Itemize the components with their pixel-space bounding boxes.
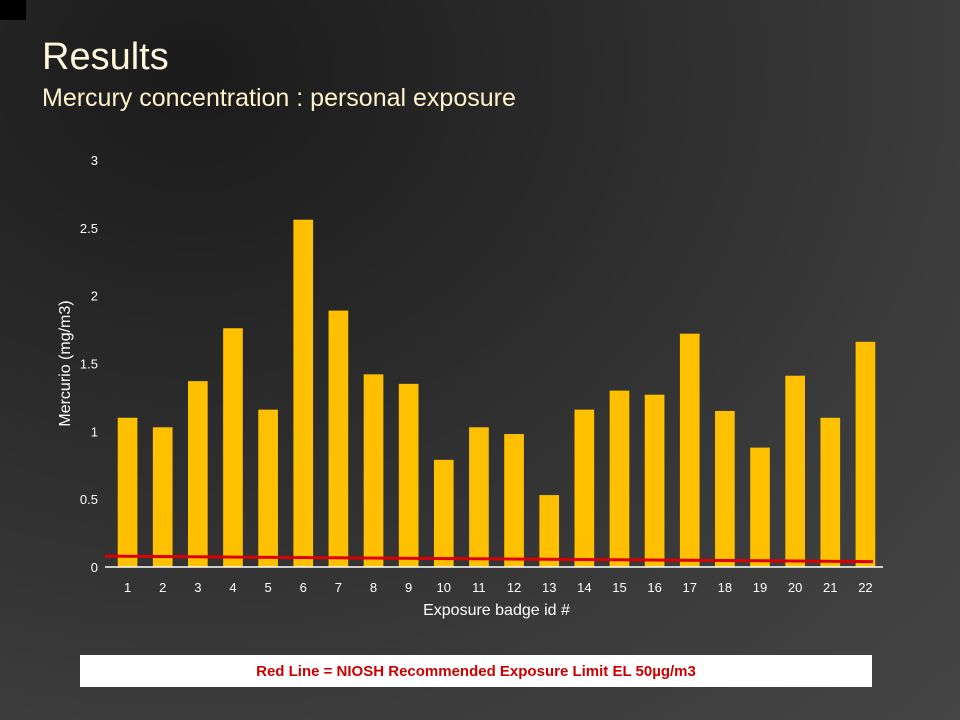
- bar-20: [785, 375, 805, 567]
- y-tick-labels: 0 0.5 1 1.5 2 2.5 3: [80, 153, 98, 575]
- x-tick-label: 4: [229, 580, 236, 595]
- y-tick-label: 1: [91, 424, 98, 439]
- x-tick-label: 16: [647, 580, 661, 595]
- x-tick-label: 10: [437, 580, 451, 595]
- y-tick-label: 0: [91, 560, 98, 575]
- bar-9: [398, 383, 419, 567]
- x-tick-label: 17: [683, 580, 697, 595]
- note-box: Red Line = NIOSH Recommended Exposure Li…: [80, 655, 872, 687]
- x-tick-label: 7: [335, 580, 342, 595]
- bar-17: [679, 333, 700, 567]
- bar-3: [188, 381, 208, 567]
- y-tick-label: 2: [91, 289, 98, 304]
- x-tick-label: 22: [858, 580, 872, 595]
- x-tick-label: 14: [577, 580, 591, 595]
- corner-mark: [0, 0, 26, 20]
- x-tick-label: 12: [507, 580, 521, 595]
- niosh-limit-line: [104, 554, 874, 564]
- y-tick-label: 0.5: [80, 492, 98, 507]
- y-tick-label: 3: [91, 153, 98, 168]
- bar-16: [644, 394, 665, 567]
- bar-15: [609, 390, 630, 567]
- x-tick-label: 21: [823, 580, 837, 595]
- slide-subtitle: Mercury concentration : personal exposur…: [42, 84, 516, 112]
- bar-22: [855, 341, 876, 567]
- x-tick-label: 9: [405, 580, 412, 595]
- x-tick-label: 3: [194, 580, 201, 595]
- bar-18: [715, 410, 735, 567]
- bar-12: [504, 434, 524, 567]
- x-tick-label: 5: [264, 580, 271, 595]
- x-tick-label: 11: [472, 580, 486, 595]
- bar-21: [820, 417, 841, 567]
- bar-6: [293, 219, 314, 567]
- x-tick-label: 2: [159, 580, 166, 595]
- x-tick-label: 8: [370, 580, 377, 595]
- x-tick-label: 19: [753, 580, 767, 595]
- bar-7: [328, 310, 349, 567]
- bar-8: [363, 374, 384, 567]
- bar-14: [574, 409, 595, 567]
- x-tick-label: 6: [300, 580, 307, 595]
- bar-4: [223, 328, 243, 567]
- bar-19: [750, 447, 770, 567]
- x-axis-label: Exposure badge id #: [423, 602, 570, 619]
- slide-title: Results: [42, 36, 169, 78]
- x-tick-label: 1: [124, 580, 131, 595]
- bar-1: [117, 417, 138, 567]
- x-tick-label: 13: [542, 580, 556, 595]
- bar-2: [152, 427, 173, 567]
- bar-10: [433, 459, 454, 567]
- y-tick-label: 2.5: [80, 221, 98, 236]
- bar-11: [469, 427, 489, 567]
- x-tick-labels: 1 2 3 4 5 6 7 8 9 10 11 12 13 14 15 16 17 18 19 20 21 22: [124, 580, 873, 595]
- x-tick-label: 15: [612, 580, 626, 595]
- y-tick-label: 1.5: [80, 357, 98, 372]
- x-tick-label: 20: [788, 580, 802, 595]
- bars-group: [117, 219, 876, 567]
- bar-5: [258, 409, 278, 567]
- x-tick-label: 18: [718, 580, 732, 595]
- y-axis-label: Mercurio (mg/m3): [57, 300, 74, 426]
- note-text: Red Line = NIOSH Recommended Exposure Li…: [256, 662, 696, 680]
- bar-13: [539, 495, 560, 567]
